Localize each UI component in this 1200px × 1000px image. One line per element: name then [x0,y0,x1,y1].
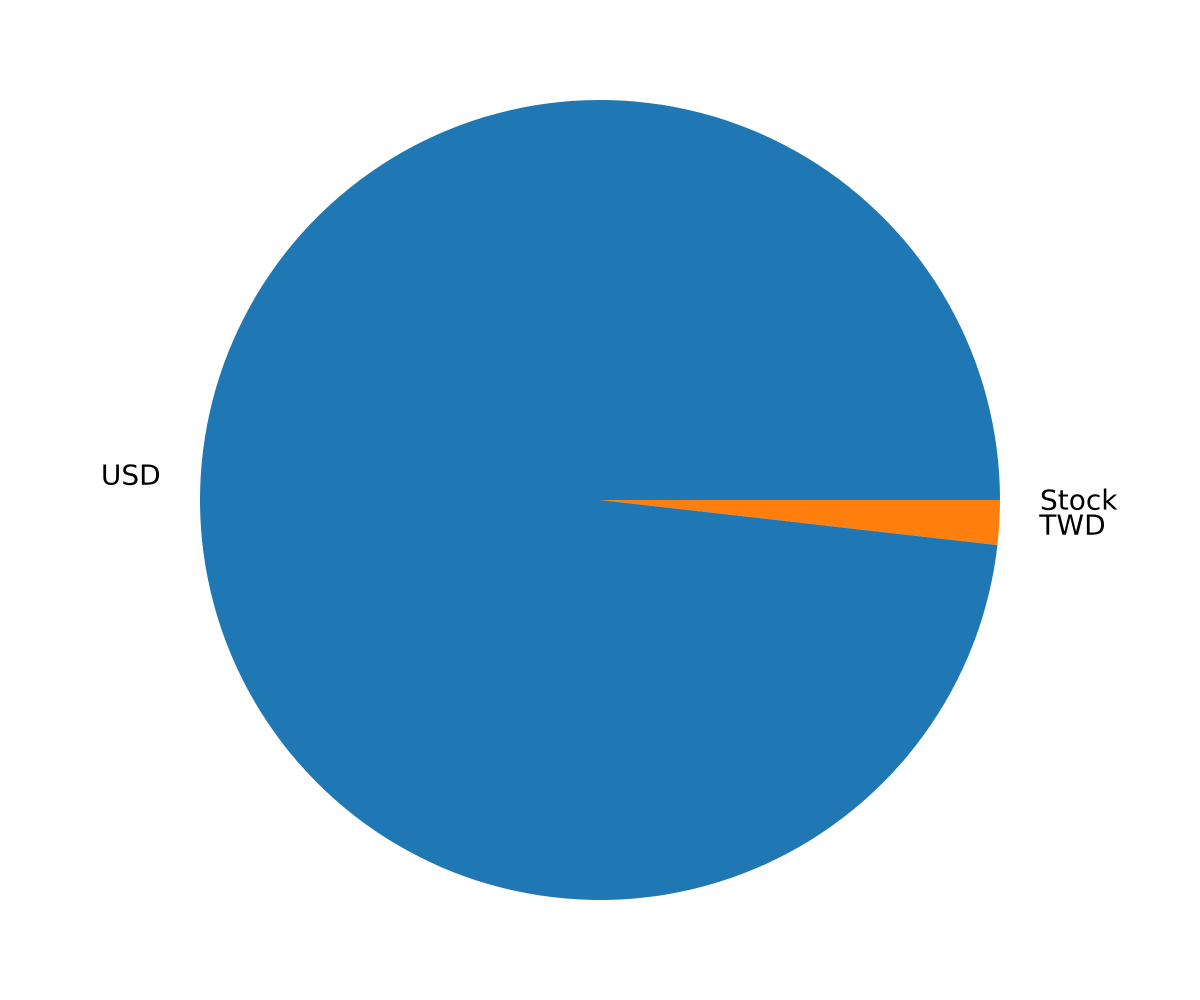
pie-label-twd: TWD [1038,508,1105,541]
pie-label-usd: USD [101,459,161,492]
pie-label-stock: Stock [1040,484,1118,517]
pie-slice-usd [200,100,1000,901]
pie-slice-twd [600,500,1000,546]
slices-layer [200,100,1000,901]
